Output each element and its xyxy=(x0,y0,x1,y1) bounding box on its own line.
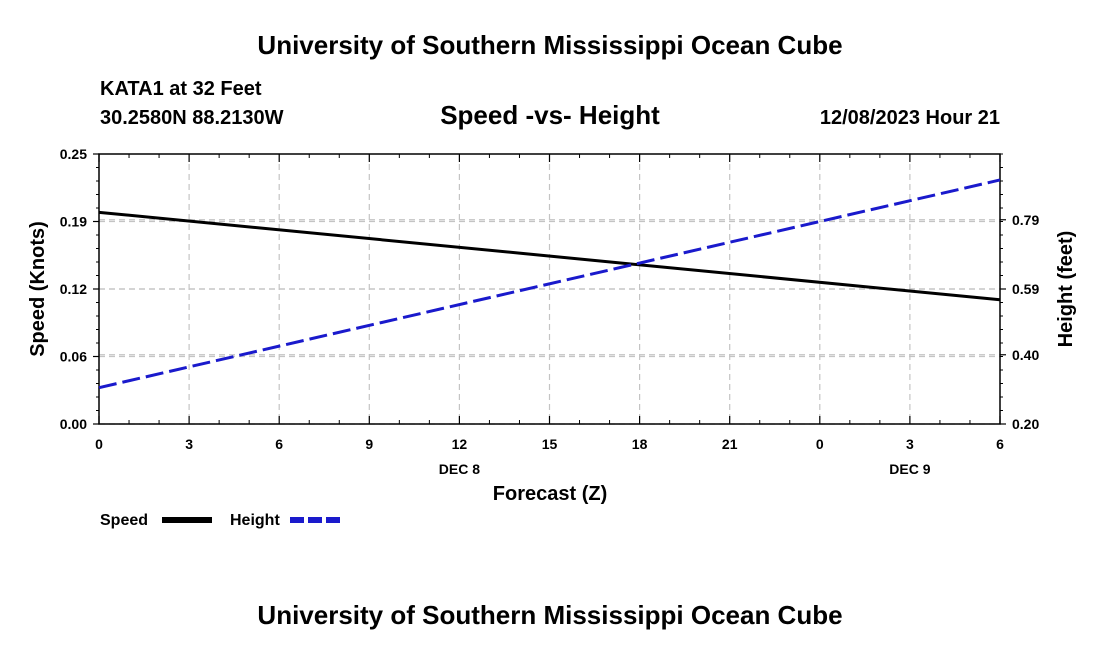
station-label: KATA1 at 32 Feet xyxy=(100,78,262,100)
series-line-speed xyxy=(98,210,1001,302)
x-tick-label: 6 xyxy=(275,436,283,452)
x-tick-label: 15 xyxy=(542,436,558,452)
footer-title: University of Southern Mississippi Ocean… xyxy=(257,600,842,630)
ticks-layer: 0 3 6 9 12 15 18 21 0 3 6 DEC 8 DEC 9 0.00 0.06 0.12 0.1… xyxy=(60,146,1040,477)
series-line-height xyxy=(98,178,1001,390)
x-tick-label: 0 xyxy=(95,436,103,452)
x-tick-label: 21 xyxy=(722,436,738,452)
series-layer xyxy=(98,178,1001,390)
y-right-tick-label: 0.20 xyxy=(1012,416,1039,432)
x-tick-label: 9 xyxy=(365,436,373,452)
coords-label: 30.2580N 88.2130W xyxy=(100,107,284,129)
x-tick-label: 12 xyxy=(452,436,468,452)
x-tick-label: 18 xyxy=(632,436,648,452)
chart-title: Speed -vs- Height xyxy=(440,100,660,130)
y-left-tick-label: 0.12 xyxy=(60,281,87,297)
legend-height-label: Height xyxy=(230,512,280,529)
x-date-label: DEC 8 xyxy=(439,461,480,477)
x-date-label: DEC 9 xyxy=(889,461,930,477)
page-title: University of Southern Mississippi Ocean… xyxy=(257,30,842,60)
y-left-tick-label: 0.06 xyxy=(60,349,87,365)
y-left-tick-label: 0.25 xyxy=(60,146,87,162)
x-tick-label: 6 xyxy=(996,436,1004,452)
y-axis-left-title: Speed (Knots) xyxy=(27,221,49,357)
y-left-tick-label: 0.00 xyxy=(60,416,87,432)
x-tick-label: 3 xyxy=(185,436,193,452)
datetime-label: 12/08/2023 Hour 21 xyxy=(820,107,1000,129)
y-axis-right-title: Height (feet) xyxy=(1055,231,1077,348)
x-tick-label: 0 xyxy=(816,436,824,452)
legend-speed-label: Speed xyxy=(100,512,148,529)
y-right-tick-label: 0.40 xyxy=(1012,347,1039,363)
y-left-tick-label: 0.19 xyxy=(60,214,87,230)
x-tick-label: 3 xyxy=(906,436,914,452)
y-right-tick-label: 0.59 xyxy=(1012,281,1039,297)
legend: Speed Height xyxy=(100,512,342,529)
grid xyxy=(99,154,1000,425)
x-axis-title: Forecast (Z) xyxy=(493,483,607,505)
y-right-tick-label: 0.79 xyxy=(1012,212,1039,228)
